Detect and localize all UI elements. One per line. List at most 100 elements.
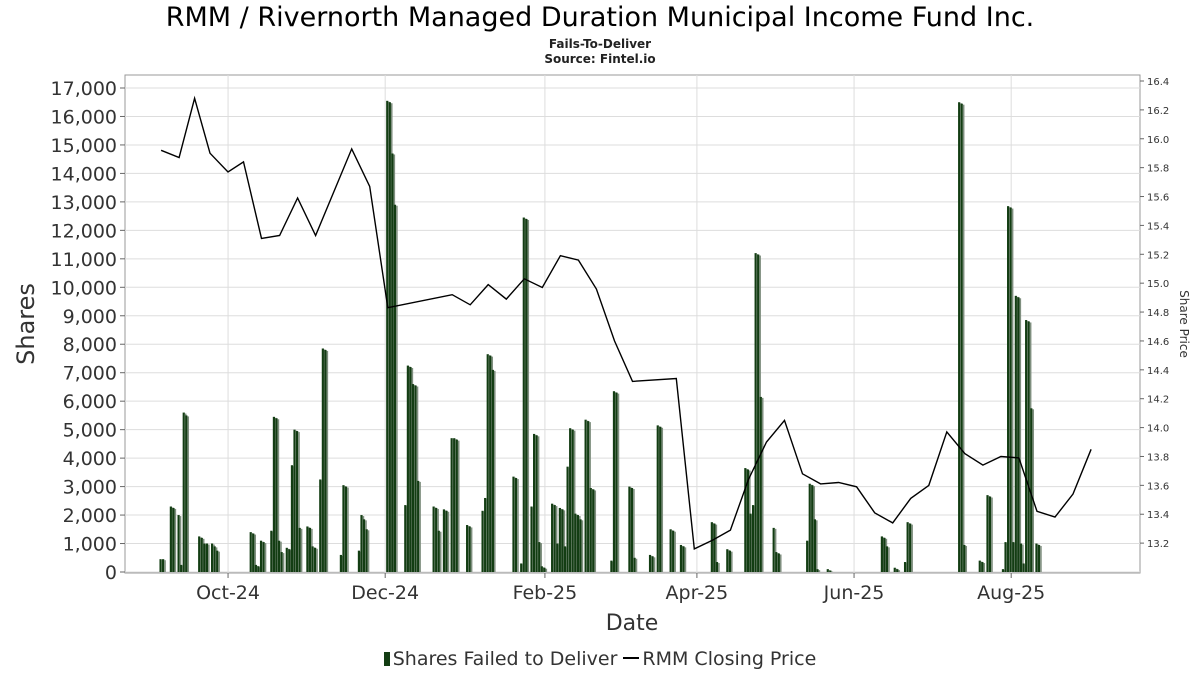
ftd-bar-shade: [661, 427, 664, 572]
ftd-bar-shade: [617, 393, 620, 572]
x-tick-label: Aug-25: [977, 582, 1045, 604]
y-tick-label: 8,000: [63, 334, 117, 356]
ftd-bar: [669, 529, 672, 572]
ftd-bar-shade: [635, 558, 638, 572]
ftd-bar: [414, 385, 417, 572]
ftd-bar: [672, 530, 675, 572]
ftd-bar: [525, 218, 528, 572]
ftd-bar-shade: [174, 508, 177, 572]
ftd-bar: [484, 497, 487, 572]
ftd-bar: [587, 421, 590, 572]
ftd-bar-shade: [818, 570, 821, 572]
ftd-bar: [311, 546, 314, 572]
y-tick-label: 15,000: [51, 135, 117, 157]
y-tick-label: 1,000: [63, 534, 117, 556]
y2-tick-label: 14.4: [1147, 366, 1169, 377]
ftd-bar: [811, 485, 814, 572]
ftd-bar: [293, 429, 296, 572]
ftd-bar: [726, 549, 729, 572]
y-axis-left: 0 1,000 2,000 3,000 4,000 5,000 6,000 7,000 8,00…: [51, 78, 125, 584]
ftd-bar: [682, 546, 685, 572]
ftd-bar: [417, 480, 420, 572]
ftd-bar-shade: [555, 506, 558, 572]
ftd-bar: [543, 567, 546, 572]
y2-tick-label: 13.8: [1147, 452, 1169, 463]
y2-tick-label: 14.0: [1147, 424, 1169, 435]
ftd-bar: [391, 153, 394, 572]
ftd-bar: [628, 486, 631, 572]
legend-line-swatch: [623, 657, 640, 659]
ftd-bar: [308, 527, 312, 572]
ftd-bar-shade: [545, 568, 548, 572]
ftd-bar: [535, 435, 538, 572]
ftd-bar: [1012, 542, 1015, 572]
ftd-bar: [185, 415, 188, 572]
y2-tick-label: 15.6: [1147, 193, 1169, 204]
ftd-bar-shade: [470, 527, 473, 572]
ftd-bar: [571, 429, 574, 572]
ftd-bar: [610, 560, 613, 572]
ftd-bar: [285, 547, 288, 572]
ftd-bar-shade: [911, 524, 913, 572]
ftd-bar: [909, 523, 912, 572]
ftd-bar: [1004, 542, 1007, 572]
ftd-bar-shade: [983, 563, 986, 572]
ftd-bar-shade: [493, 370, 496, 572]
ftd-bar: [216, 550, 219, 572]
ftd-bar-shade: [264, 543, 267, 572]
ftd-bar-shade: [540, 543, 542, 572]
ftd-bar-shade: [179, 516, 182, 572]
ftd-bar: [344, 486, 348, 572]
ftd-bar-shade: [419, 481, 421, 572]
y-tick-label: 12,000: [51, 220, 117, 242]
ftd-bar: [775, 552, 778, 572]
ftd-bar-shade: [282, 553, 285, 572]
y2-tick-label: 14.8: [1147, 308, 1169, 319]
ftd-bar-shade: [218, 551, 220, 572]
ftd-bar: [715, 562, 719, 572]
ftd-bar-shade: [774, 528, 777, 572]
ftd-bar-shade: [581, 520, 584, 572]
y2-tick-label: 15.0: [1147, 279, 1169, 290]
ftd-bar-shade: [316, 548, 318, 572]
ftd-bar: [257, 566, 260, 572]
ftd-bar: [615, 392, 618, 572]
ftd-bar: [306, 526, 309, 572]
ftd-bar-shade: [653, 557, 656, 572]
ftd-bar: [1037, 544, 1041, 572]
ftd-bar-shade: [300, 528, 303, 572]
ftd-bar-shade: [633, 489, 635, 572]
ftd-bar: [808, 483, 811, 572]
y-tick-label: 9,000: [63, 306, 117, 328]
legend-bar-swatch: [383, 652, 390, 666]
ftd-bar: [558, 507, 561, 572]
ftd-bar-shade: [684, 547, 687, 572]
ftd-bar: [713, 523, 716, 572]
ftd-bar-shade: [563, 510, 566, 572]
ftd-bar-shade: [965, 545, 968, 572]
ftd-bar: [162, 559, 165, 572]
ftd-bar: [262, 542, 265, 572]
legend-line-label: RMM Closing Price: [642, 648, 817, 670]
ftd-bar-shade: [347, 487, 349, 572]
ftd-bar: [198, 536, 201, 572]
y2-tick-label: 16.0: [1147, 135, 1169, 146]
ftd-bar: [277, 540, 281, 572]
ftd-bar: [466, 525, 469, 572]
ftd-bar: [321, 348, 324, 572]
ftd-bar: [1022, 563, 1025, 572]
ftd-bar: [203, 543, 206, 572]
ftd-bar-shade: [991, 497, 993, 572]
ftd-bar-shade: [527, 219, 530, 572]
ftd-bar: [252, 533, 255, 572]
ftd-bar-shade: [439, 531, 442, 572]
ftd-bar: [450, 438, 453, 572]
ftd-bar-shade: [326, 350, 329, 572]
ftd-bar: [1017, 297, 1020, 572]
ftd-bar: [1035, 543, 1038, 572]
ftd-bar: [566, 466, 569, 572]
ftd-bar: [445, 510, 448, 572]
x-tick-label: Feb-25: [513, 582, 578, 604]
ftd-bar: [556, 543, 559, 572]
